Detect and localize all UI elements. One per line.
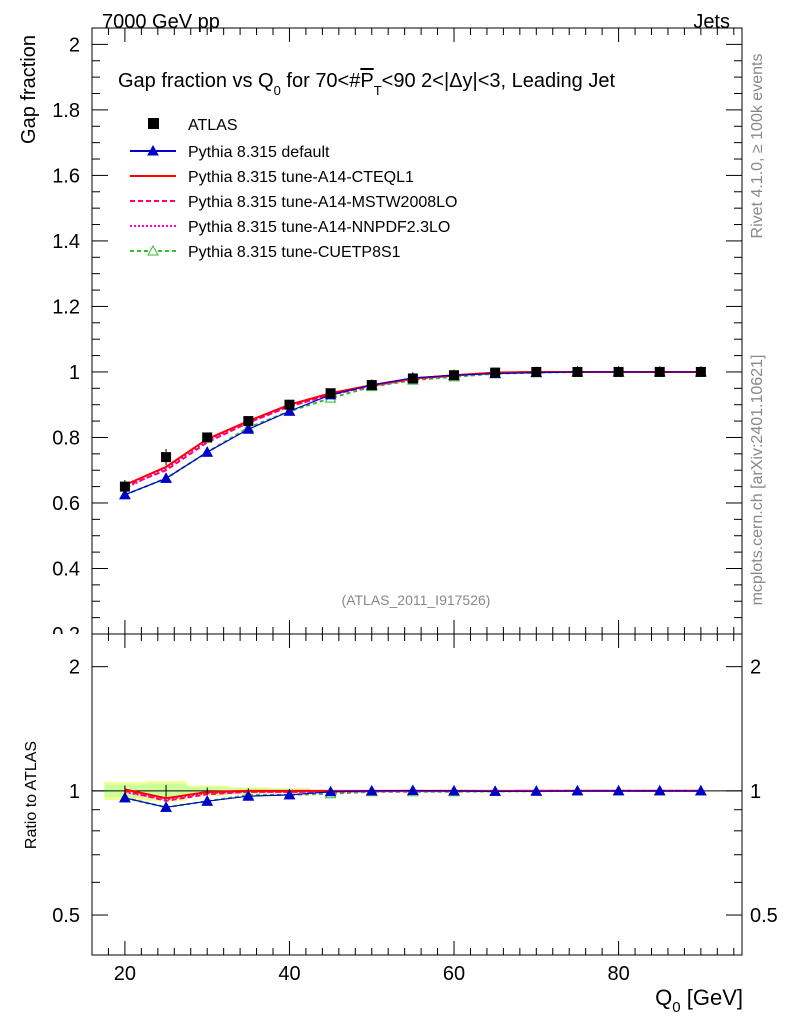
y-tick-label: 0.6: [52, 493, 80, 515]
data-point: [119, 481, 130, 492]
main-panel: 0.40.60.811.21.41.61.820.2: [30, 27, 743, 955]
series-marker: [119, 488, 131, 500]
data-point: [284, 399, 295, 410]
y-tick-label: 0.8: [52, 427, 80, 449]
data-point: [407, 373, 418, 384]
data-point: [325, 388, 336, 399]
y-tick-label: 1.6: [52, 165, 80, 187]
ratio-tick-label: 1: [69, 781, 80, 803]
ratio-series-marker: [201, 795, 214, 806]
ratio-series-marker: [695, 784, 707, 796]
data-point: [366, 380, 377, 391]
data-point: [161, 452, 172, 463]
ratio-series-marker: [283, 788, 296, 800]
ratio-series-marker: [653, 784, 666, 796]
series-marker: [242, 423, 255, 434]
legend: ATLAS Pythia 8.315 default Pythia 8.315 tu…: [130, 117, 457, 261]
data-point: [695, 366, 706, 377]
legend-label: Pythia 8.315 tune-A14-MSTW2008LO: [188, 194, 457, 211]
y-tick-label: 1.4: [52, 231, 80, 253]
chart-title: Gap fraction vs Q0 for 70<#PT<90 2<|Δy|<…: [118, 70, 615, 98]
legend-marker: [147, 244, 159, 256]
series-marker: [160, 472, 172, 483]
x-tick-label: 60: [443, 963, 465, 985]
data-point: [613, 366, 624, 377]
ratio-series-marker: [160, 801, 172, 812]
x-axis-label: Q0 [GeV]: [655, 985, 743, 1016]
ratio-tick-label: 0.5: [52, 905, 80, 927]
header-right: Jets: [693, 11, 730, 33]
data-point: [490, 367, 501, 378]
mcplots-label: mcplots.cern.ch [arXiv:2401.10621]: [749, 355, 766, 606]
ratio-tick-label-right: 0.5: [750, 905, 778, 927]
series-line: [124, 370, 701, 488]
analysis-watermark: (ATLAS_2011_I917526): [342, 592, 491, 608]
legend-label: Pythia 8.315 tune-A14-NNPDF2.3LO: [188, 219, 450, 236]
legend-marker-data: [148, 118, 159, 129]
ratio-panel: 20 40 60 80 0.5 0.5 1 1 2 2: [52, 633, 778, 985]
ratio-frame: [91, 633, 743, 956]
series-line: [124, 370, 701, 490]
ratio-series-marker: [242, 790, 255, 801]
ratio-series-marker: [119, 791, 131, 803]
legend-label: Pythia 8.315 default: [188, 144, 330, 161]
y-tick-label: 0.4: [52, 558, 80, 580]
legend-marker: [147, 144, 159, 156]
rivet-label: Rivet 4.1.0, ≥ 100k events: [749, 54, 766, 239]
ratio-tick-label-right: 1: [750, 781, 761, 803]
data-point: [654, 366, 665, 377]
ratio-tick-label: 2: [69, 657, 80, 679]
ratio-series-marker: [571, 784, 584, 796]
series-marker: [283, 405, 296, 416]
data-point: [572, 366, 583, 377]
x-tick-label: 80: [607, 963, 629, 985]
data-point: [243, 416, 254, 427]
y-tick-label: 1: [69, 362, 80, 384]
ratio-series-marker: [612, 784, 625, 796]
y-axis-label: Gap fraction: [18, 35, 40, 144]
data-point: [202, 432, 213, 443]
ratio-tick-label-right: 2: [750, 657, 761, 679]
series-line: [124, 370, 701, 486]
legend-label: Pythia 8.315 tune-CUETP8S1: [188, 244, 401, 261]
series-marker: [201, 446, 214, 457]
legend-label: Pythia 8.315 tune-A14-CTEQL1: [188, 169, 414, 186]
ratio-axis-label: Ratio to ATLAS: [23, 741, 40, 849]
header-left: 7000 GeV pp: [102, 11, 220, 33]
y-tick-label: 1.2: [52, 296, 80, 318]
data-point: [531, 366, 542, 377]
y-cut-mask: [30, 634, 92, 646]
y-tick-label: 2: [69, 34, 80, 56]
x-tick-label: 40: [278, 963, 300, 985]
legend-label: ATLAS: [188, 117, 238, 134]
x-tick-label: 20: [114, 963, 136, 985]
data-point: [449, 370, 460, 381]
y-tick-label: 1.8: [52, 100, 80, 122]
